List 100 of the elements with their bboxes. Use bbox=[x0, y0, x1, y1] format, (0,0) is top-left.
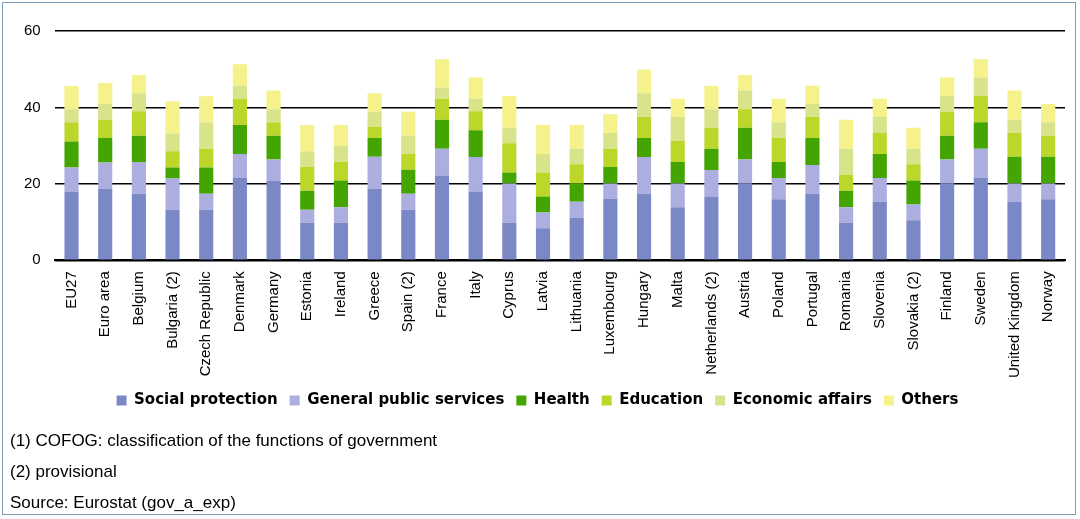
x-tick-label: Denmark bbox=[230, 270, 248, 333]
bar bbox=[401, 154, 416, 170]
x-tick-label: Italy bbox=[465, 270, 483, 299]
bar bbox=[535, 228, 551, 260]
bar bbox=[199, 96, 214, 123]
bar bbox=[636, 116, 652, 138]
x-tick-label: Germany bbox=[263, 270, 281, 333]
bar bbox=[603, 167, 618, 184]
bar bbox=[940, 135, 955, 160]
bar bbox=[434, 59, 450, 88]
bar bbox=[603, 133, 618, 149]
bar bbox=[872, 154, 887, 179]
bar bbox=[839, 148, 854, 176]
bar bbox=[64, 86, 79, 110]
bar bbox=[670, 116, 685, 141]
bar bbox=[401, 193, 416, 210]
bar bbox=[603, 198, 618, 260]
bar bbox=[367, 126, 382, 138]
x-tick-label: Malta bbox=[667, 270, 685, 308]
bar bbox=[64, 122, 79, 142]
bar bbox=[839, 190, 854, 208]
bar bbox=[502, 183, 517, 223]
bar bbox=[1041, 156, 1056, 184]
bar bbox=[98, 82, 113, 104]
bar bbox=[805, 103, 820, 117]
bar bbox=[98, 188, 113, 260]
bar bbox=[738, 183, 753, 260]
bar bbox=[805, 165, 820, 194]
bar bbox=[738, 90, 753, 110]
bar bbox=[940, 111, 955, 136]
bar bbox=[569, 125, 584, 149]
x-tick-label: Norway bbox=[1038, 270, 1056, 323]
bar bbox=[603, 148, 618, 168]
x-tick-label: Finland bbox=[937, 271, 955, 321]
x-tick-label: France bbox=[432, 271, 450, 318]
bar bbox=[232, 154, 247, 179]
bar bbox=[1007, 119, 1022, 134]
x-tick-label: Euro area bbox=[95, 270, 113, 338]
bar bbox=[535, 125, 551, 155]
bar bbox=[131, 93, 146, 112]
bar bbox=[165, 167, 180, 179]
legend-label: Economic affairs bbox=[732, 390, 872, 409]
bar bbox=[199, 167, 214, 194]
bar bbox=[401, 135, 416, 155]
bar bbox=[940, 77, 955, 96]
text: (2) provisional bbox=[10, 461, 118, 483]
bar bbox=[805, 116, 820, 138]
bar bbox=[266, 180, 281, 260]
bar bbox=[704, 85, 719, 110]
text: (1) COFOG: classification of the functions of government bbox=[10, 430, 438, 452]
bar bbox=[131, 162, 146, 194]
bar bbox=[704, 109, 719, 128]
x-tick-label: United Kingdom bbox=[1004, 271, 1022, 379]
bar bbox=[1007, 156, 1022, 184]
bar bbox=[704, 127, 719, 149]
x-tick-label: EU27 bbox=[61, 271, 79, 309]
bar bbox=[333, 125, 349, 147]
bar bbox=[940, 159, 955, 184]
bar bbox=[300, 125, 315, 152]
bar bbox=[333, 207, 349, 223]
bar bbox=[64, 191, 79, 260]
bar bbox=[906, 180, 921, 205]
bar bbox=[165, 101, 180, 134]
x-tick-label: Austria bbox=[735, 270, 753, 318]
x-tick-label: Poland bbox=[768, 271, 786, 318]
bar bbox=[973, 122, 988, 149]
y-tick-label: 60 bbox=[24, 21, 41, 39]
x-tick-label: Portugal bbox=[802, 271, 820, 328]
legend-label: Education bbox=[619, 390, 704, 409]
bar bbox=[670, 162, 685, 184]
bar bbox=[266, 122, 281, 136]
bar bbox=[131, 74, 146, 94]
bar bbox=[771, 137, 786, 163]
legend-label: Others bbox=[901, 390, 959, 409]
bar bbox=[738, 74, 753, 91]
y-tick-label: 40 bbox=[24, 97, 41, 115]
x-tick-label: Ireland bbox=[331, 271, 349, 318]
bar bbox=[333, 180, 349, 208]
bar bbox=[333, 146, 349, 163]
bar bbox=[872, 98, 887, 117]
bar bbox=[535, 172, 551, 197]
bar bbox=[367, 188, 382, 260]
bar bbox=[131, 135, 146, 163]
x-tick-label: Latvia bbox=[533, 270, 551, 312]
bar bbox=[266, 159, 281, 181]
bar bbox=[300, 209, 315, 223]
bar bbox=[738, 159, 753, 184]
bar bbox=[367, 156, 382, 189]
bar bbox=[64, 141, 79, 168]
bar bbox=[98, 162, 113, 189]
bar bbox=[266, 90, 281, 110]
bar bbox=[98, 137, 113, 163]
bar bbox=[98, 120, 113, 138]
bar bbox=[165, 151, 180, 168]
bar bbox=[738, 109, 753, 128]
bar bbox=[906, 220, 921, 260]
bar bbox=[906, 127, 921, 149]
bar bbox=[1041, 103, 1056, 123]
bar bbox=[535, 154, 551, 173]
bar bbox=[232, 85, 247, 99]
